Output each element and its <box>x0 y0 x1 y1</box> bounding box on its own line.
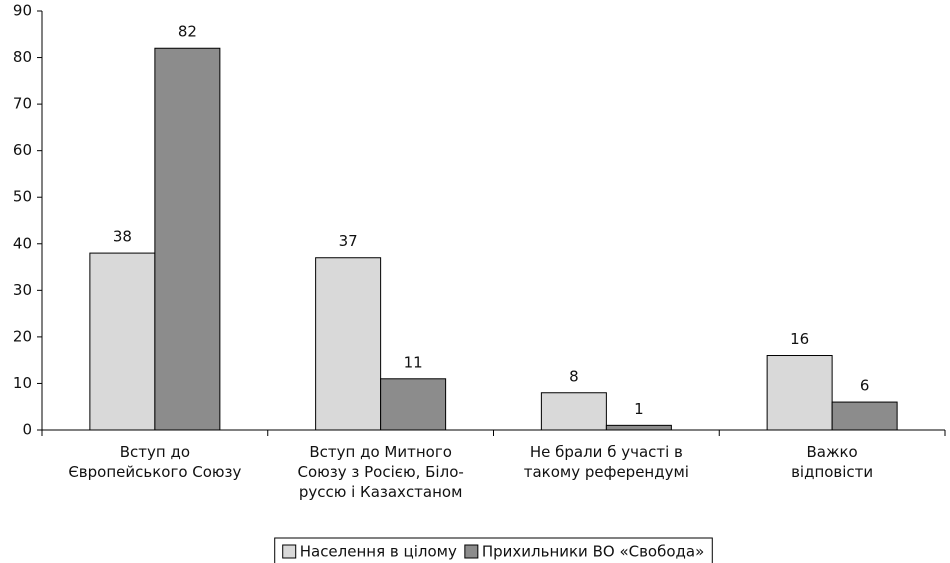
y-tick-label: 20 <box>13 327 32 345</box>
x-tick-label: Важко відповісти <box>791 443 873 481</box>
y-tick-label: 90 <box>13 2 32 20</box>
value-label: 37 <box>339 232 358 250</box>
bar <box>89 252 156 431</box>
legend-label: Прихильники ВО «Свобода» <box>482 543 704 561</box>
value-label: 82 <box>178 23 197 41</box>
y-tick-label: 30 <box>13 281 32 299</box>
x-tick-label-line: Європейського Союзу <box>68 463 241 481</box>
x-tick-label: Вступ до Європейського Союзу <box>68 443 241 481</box>
value-label: 11 <box>404 353 423 371</box>
x-tick-label-line: Важко <box>807 443 858 461</box>
x-tick-label-line: Вступ до Митного <box>309 443 452 461</box>
legend-label: Населення в цілому <box>300 543 457 561</box>
x-tick-label-line: Не брали б участі в <box>530 443 683 461</box>
value-label: 16 <box>790 330 809 348</box>
y-tick-label: 40 <box>13 234 32 252</box>
bar <box>154 47 221 431</box>
value-label: 8 <box>569 367 579 385</box>
bar <box>315 257 382 431</box>
bar <box>540 392 607 431</box>
legend: Населення в цілому Прихильники ВО «Свобод… <box>274 537 713 563</box>
x-tick-label-line: Союзу з Росією, Біло- <box>297 463 463 481</box>
y-tick-label: 80 <box>13 48 32 66</box>
legend-box <box>274 537 713 563</box>
x-tick-label-line: відповісти <box>791 463 873 481</box>
bar <box>766 355 833 431</box>
x-tick-label-line: такому референдумі <box>524 463 689 481</box>
y-tick-label: 60 <box>13 141 32 159</box>
x-tick-label-line: руссю і Казахстаном <box>299 483 463 501</box>
x-tick-label: Не брали б участі в такому референдумі <box>524 443 689 481</box>
value-label: 1 <box>634 400 644 418</box>
bar <box>380 378 447 431</box>
x-tick-label: Вступ до Митного Союзу з Росією, Біло-рус… <box>297 443 463 501</box>
bar <box>831 401 898 431</box>
value-label: 6 <box>860 377 870 395</box>
x-tick-label-line: Вступ до <box>120 443 190 461</box>
y-tick-label: 50 <box>13 188 32 206</box>
legend-swatch <box>282 544 297 559</box>
y-tick-label: 70 <box>13 95 32 113</box>
value-label: 38 <box>113 228 132 246</box>
y-tick-label: 10 <box>13 374 32 392</box>
bar <box>605 424 672 431</box>
y-tick-label: 0 <box>22 421 32 439</box>
legend-swatch <box>464 544 479 559</box>
